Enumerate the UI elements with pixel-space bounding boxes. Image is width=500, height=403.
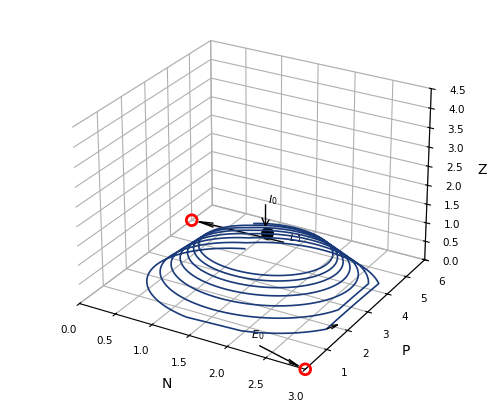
Y-axis label: P: P — [402, 344, 409, 358]
X-axis label: N: N — [161, 377, 172, 391]
